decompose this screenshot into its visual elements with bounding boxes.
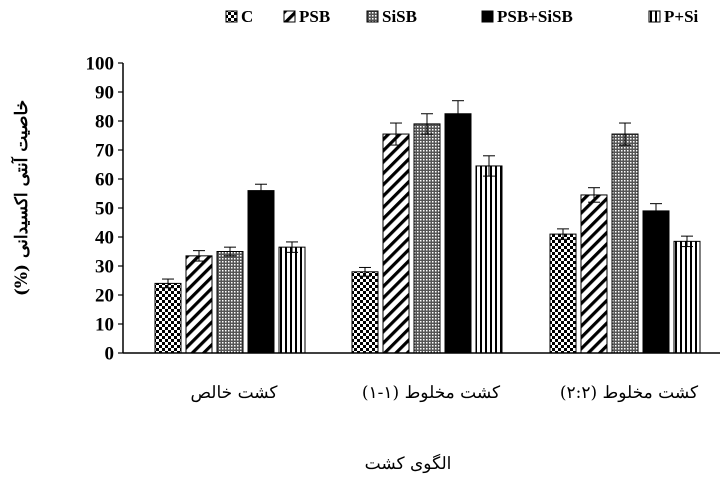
x-axis: کشت خالص کشت مخلوط (۱-۱) کشت مخلوط (۲:۲) xyxy=(123,352,720,403)
y-axis: 0 10 20 30 40 50 60 70 80 90 100 xyxy=(86,54,124,365)
error-bar xyxy=(650,203,662,219)
bar-psb-sisb-2 xyxy=(444,113,472,354)
legend-label: P+Si xyxy=(664,7,699,26)
x-axis-title: الگوی کشت xyxy=(365,453,452,474)
legend-item-sisb: SiSB xyxy=(366,7,417,26)
y-tick-label: 80 xyxy=(95,112,114,133)
error-bar xyxy=(390,122,402,146)
bar-c-2 xyxy=(351,271,379,354)
error-bar xyxy=(224,246,236,257)
legend-swatch xyxy=(648,10,661,23)
x-category-label: کشت خالص xyxy=(190,383,278,403)
bar-psb-sisb-3 xyxy=(642,210,670,354)
error-bar xyxy=(255,183,267,198)
bar-sisb-2 xyxy=(413,123,441,354)
legend-swatch xyxy=(283,10,296,23)
legend-label: SiSB xyxy=(382,7,417,26)
y-axis-title: خاصیت آنتی اکسیدانی (%) xyxy=(10,100,32,296)
bar-psb-sisb-1 xyxy=(247,190,275,354)
legend-swatch xyxy=(366,10,379,23)
legend-label: PSB xyxy=(299,7,330,26)
bar-c-3 xyxy=(549,233,577,354)
legend-item-psb: PSB xyxy=(283,7,330,26)
y-tick-label: 70 xyxy=(95,141,114,162)
error-bar xyxy=(483,155,495,177)
bar-p-si-1 xyxy=(278,246,306,354)
legend-item-psb-sisb: PSB+SiSB xyxy=(481,7,573,26)
x-category-label: کشت مخلوط (۲:۲) xyxy=(560,383,699,403)
bar-c-1 xyxy=(154,282,182,354)
error-bar xyxy=(681,235,693,248)
legend: C PSB SiSB PSB+SiSB P+Si xyxy=(225,7,699,26)
y-tick-label: 60 xyxy=(95,170,114,191)
y-tick-label: 10 xyxy=(95,315,114,336)
legend-item-p-si: P+Si xyxy=(648,7,699,26)
y-tick-label: 40 xyxy=(95,228,114,249)
legend-swatch xyxy=(225,10,238,23)
legend-label: C xyxy=(241,7,253,26)
bar-p-si-3 xyxy=(673,240,701,354)
error-bar xyxy=(421,113,433,135)
error-bar xyxy=(359,266,371,277)
y-tick-label: 100 xyxy=(86,54,115,75)
error-bar xyxy=(619,122,631,146)
bar-sisb-3 xyxy=(611,133,639,354)
error-bar xyxy=(557,228,569,240)
legend-label: PSB+SiSB xyxy=(497,7,573,26)
y-tick-label: 30 xyxy=(95,257,114,278)
legend-item-c: C xyxy=(225,7,253,26)
y-tick-label: 0 xyxy=(105,344,115,365)
error-bar xyxy=(286,241,298,253)
bar-p-si-2 xyxy=(475,165,503,354)
bar-psb-2 xyxy=(382,133,410,354)
error-bar xyxy=(588,187,600,203)
bar-psb-3 xyxy=(580,194,608,354)
bar-sisb-1 xyxy=(216,251,244,354)
legend-swatch xyxy=(481,10,494,23)
x-category-label: کشت مخلوط (۱-۱) xyxy=(362,383,501,403)
bars-group xyxy=(154,100,701,354)
y-tick-label: 20 xyxy=(95,286,114,307)
error-bar xyxy=(452,100,464,128)
y-tick-label: 50 xyxy=(95,199,114,220)
error-bar xyxy=(162,278,174,289)
y-tick-label: 90 xyxy=(95,83,114,104)
error-bar xyxy=(193,250,205,262)
bar-psb-1 xyxy=(185,255,213,354)
